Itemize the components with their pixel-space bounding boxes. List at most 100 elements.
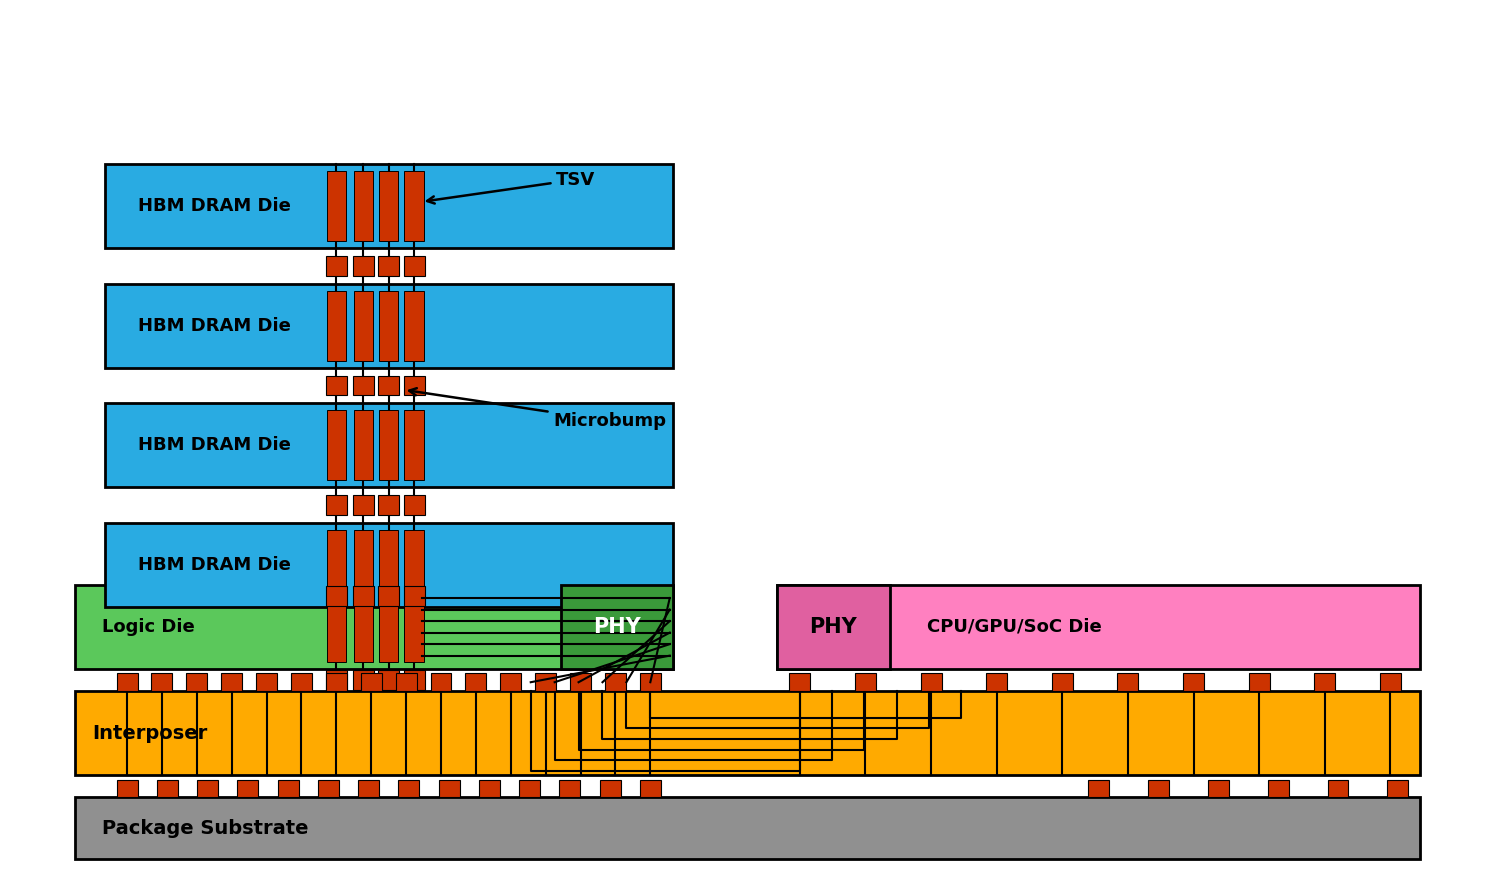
Bar <box>404 256 425 276</box>
Bar <box>326 256 347 276</box>
Bar <box>605 673 626 691</box>
Bar <box>380 592 398 662</box>
Bar <box>353 530 374 600</box>
Text: HBM DRAM Die: HBM DRAM Die <box>138 436 290 455</box>
Text: PHY: PHY <box>594 617 640 637</box>
Bar <box>987 673 1008 691</box>
Bar <box>117 780 138 797</box>
Bar <box>256 673 277 691</box>
Bar <box>326 376 347 395</box>
Bar <box>438 780 459 797</box>
Bar <box>378 256 399 276</box>
Bar <box>1183 673 1203 691</box>
Bar <box>398 780 419 797</box>
Bar <box>278 780 299 797</box>
Bar <box>478 780 499 797</box>
Bar <box>353 171 374 241</box>
Bar <box>326 291 347 361</box>
Bar <box>404 671 425 690</box>
Bar <box>380 171 398 241</box>
Bar <box>519 780 540 797</box>
Bar <box>353 291 374 361</box>
Bar <box>105 403 673 487</box>
Bar <box>105 164 673 248</box>
Bar <box>378 587 399 606</box>
Bar <box>75 797 1420 859</box>
Bar <box>326 671 347 690</box>
Text: CPU/GPU/SoC Die: CPU/GPU/SoC Die <box>927 618 1102 636</box>
Bar <box>353 376 374 395</box>
Bar <box>221 673 242 691</box>
Bar <box>559 780 580 797</box>
Bar <box>501 673 522 691</box>
Bar <box>855 673 876 691</box>
Bar <box>353 587 374 606</box>
Bar <box>465 673 486 691</box>
Bar <box>353 495 374 515</box>
Bar <box>570 673 591 691</box>
Bar <box>777 585 890 669</box>
Text: HBM DRAM Die: HBM DRAM Die <box>138 556 290 574</box>
Bar <box>75 585 673 669</box>
Bar <box>378 376 399 395</box>
Bar <box>360 673 381 691</box>
Bar <box>353 256 374 276</box>
Bar <box>353 671 374 690</box>
Bar <box>105 523 673 607</box>
Bar <box>599 780 620 797</box>
Bar <box>777 585 1420 669</box>
Bar <box>404 171 425 241</box>
Bar <box>431 673 451 691</box>
Bar <box>640 673 661 691</box>
Bar <box>404 530 425 600</box>
Bar <box>380 291 398 361</box>
Bar <box>105 284 673 368</box>
Bar <box>1268 780 1289 797</box>
Bar <box>326 410 347 480</box>
Bar <box>1387 780 1408 797</box>
Bar <box>326 171 347 241</box>
Bar <box>1148 780 1169 797</box>
Bar <box>1380 673 1401 691</box>
Text: Interposer: Interposer <box>93 724 208 742</box>
Bar <box>396 673 417 691</box>
Bar <box>378 495 399 515</box>
Bar <box>404 592 425 662</box>
Bar <box>318 780 339 797</box>
Text: PHY: PHY <box>810 617 857 637</box>
Bar <box>535 673 556 691</box>
Bar <box>378 671 399 690</box>
Bar <box>326 673 347 691</box>
Bar <box>561 585 673 669</box>
Bar <box>151 673 172 691</box>
Text: Package Substrate: Package Substrate <box>102 819 308 838</box>
Bar <box>640 780 661 797</box>
Bar <box>187 673 208 691</box>
Bar <box>404 376 425 395</box>
Bar <box>404 587 425 606</box>
Bar <box>1328 780 1348 797</box>
Bar <box>326 530 347 600</box>
Bar <box>1088 780 1109 797</box>
Text: HBM DRAM Die: HBM DRAM Die <box>138 197 290 215</box>
Bar <box>117 673 138 691</box>
Bar <box>404 495 425 515</box>
Bar <box>380 410 398 480</box>
Bar <box>75 691 1420 775</box>
Bar <box>1248 673 1269 691</box>
Bar <box>326 587 347 606</box>
Bar <box>789 673 810 691</box>
Text: TSV: TSV <box>428 171 595 204</box>
Bar <box>404 410 425 480</box>
Text: Logic Die: Logic Die <box>102 618 194 636</box>
Bar <box>1117 673 1138 691</box>
Bar <box>1052 673 1073 691</box>
Text: HBM DRAM Die: HBM DRAM Die <box>138 316 290 335</box>
Text: Microbump: Microbump <box>410 388 667 430</box>
Bar <box>1314 673 1335 691</box>
Bar <box>157 780 178 797</box>
Bar <box>404 291 425 361</box>
Bar <box>359 780 380 797</box>
Bar <box>326 592 347 662</box>
Bar <box>326 495 347 515</box>
